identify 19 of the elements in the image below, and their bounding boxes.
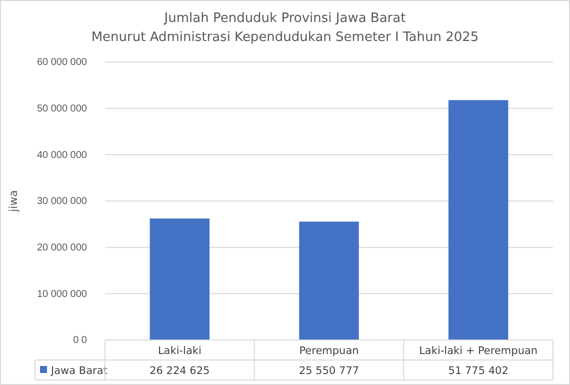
x-tick-label: Laki-laki bbox=[158, 345, 202, 357]
data-label: 26 224 625 bbox=[150, 365, 210, 377]
y-tick-label: 60 000 000 bbox=[36, 57, 88, 68]
bar bbox=[299, 222, 359, 340]
chart-title: Jumlah Penduduk Provinsi Jawa Barat bbox=[163, 11, 406, 26]
y-tick-label: 0 0 bbox=[73, 335, 88, 346]
y-tick-label: 40 000 000 bbox=[36, 150, 88, 161]
y-tick-label: 30 000 000 bbox=[36, 196, 88, 208]
data-label: 25 550 777 bbox=[298, 365, 360, 377]
x-tick-label: Perempuan bbox=[299, 345, 359, 357]
y-tick-label: 50 000 000 bbox=[36, 104, 88, 115]
data-label: 51 775 402 bbox=[448, 365, 508, 377]
bar bbox=[150, 218, 210, 340]
bar bbox=[448, 100, 508, 340]
chart-subtitle: Menurut Administrasi Kependudukan Semeter I Tahun 2025 bbox=[91, 30, 479, 45]
x-tick-label: Laki-laki + Perempuan bbox=[419, 345, 538, 357]
y-tick-label: 10 000 000 bbox=[36, 288, 88, 300]
y-axis-title: jiwa bbox=[7, 190, 20, 213]
y-tick-label: 20 000 000 bbox=[36, 242, 88, 254]
